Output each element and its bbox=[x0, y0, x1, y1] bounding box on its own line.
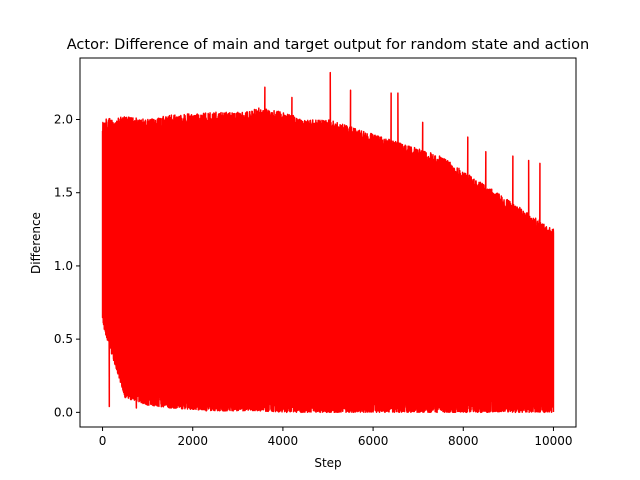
x-axis-label: Step bbox=[314, 456, 341, 470]
x-tick-label: 6000 bbox=[358, 434, 389, 448]
x-tick-label: 10000 bbox=[534, 434, 572, 448]
y-tick-label: 0.0 bbox=[54, 405, 73, 419]
y-tick-label: 0.5 bbox=[54, 332, 73, 346]
plot-area bbox=[101, 71, 555, 414]
x-tick-label: 8000 bbox=[448, 434, 479, 448]
series-line bbox=[101, 71, 555, 414]
y-axis-label: Difference bbox=[29, 212, 43, 274]
x-axis: 0 2000 4000 6000 8000 10000 bbox=[99, 427, 573, 448]
y-tick-label: 1.5 bbox=[54, 186, 73, 200]
y-tick-label: 1.0 bbox=[54, 259, 73, 273]
y-tick-label: 2.0 bbox=[54, 113, 73, 127]
x-tick-label: 0 bbox=[99, 434, 107, 448]
x-tick-label: 4000 bbox=[268, 434, 299, 448]
y-axis: 0.0 0.5 1.0 1.5 2.0 bbox=[54, 113, 80, 419]
x-tick-label: 2000 bbox=[177, 434, 208, 448]
axes-frame bbox=[79, 57, 577, 428]
chart-title: Actor: Difference of main and target out… bbox=[67, 37, 589, 53]
